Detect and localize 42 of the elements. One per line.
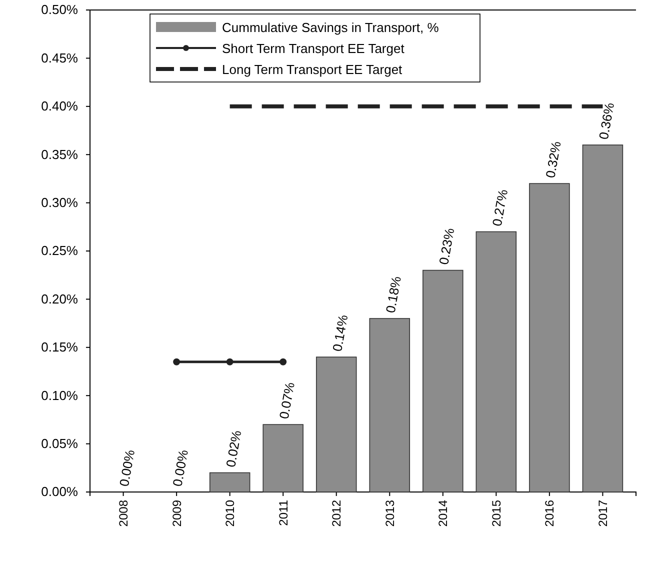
data-label: 0.32% [542,140,564,180]
x-tick-label: 2014 [436,500,450,527]
legend-label: Short Term Transport EE Target [222,41,405,56]
bar [422,270,464,492]
x-tick-label: 2016 [542,500,557,527]
x-tick-label: 2012 [330,500,344,527]
data-label: 0.00% [116,448,138,488]
y-tick-label: 0.40% [41,98,78,114]
y-tick-label: 0.00% [41,484,78,500]
legend-label: Long Term Transport EE Target [222,62,403,77]
x-tick-label: 2013 [382,500,397,527]
x-tick-label: 2008 [116,500,130,527]
y-tick-label: 0.50% [41,2,78,18]
data-label: 0.23% [436,226,458,266]
y-tick-label: 0.30% [41,194,78,210]
data-label: 0.14% [330,313,351,353]
x-tick-label: 2015 [489,500,504,527]
data-label: 0.00% [170,448,191,488]
x-tick-label: 2017 [596,500,610,527]
bar [209,472,250,492]
y-tick-label: 0.05% [41,436,78,451]
data-label: 0.02% [223,428,244,468]
data-label: 0.27% [489,188,511,228]
bar [316,356,357,492]
data-label: 0.07% [276,380,298,420]
bar [369,318,410,492]
bar [262,424,304,492]
y-tick-label: 0.15% [41,340,78,355]
x-tick-label: 2011 [276,500,290,526]
data-label: 0.36% [596,101,618,140]
bar [476,231,517,492]
legend-label: Cummulative Savings in Transport, % [222,20,440,35]
bar [582,144,624,492]
y-tick-label: 0.35% [41,146,78,162]
y-tick-label: 0.20% [41,291,78,306]
data-label: 0.18% [382,274,404,314]
x-tick-label: 2009 [170,500,184,527]
y-tick-label: 0.10% [41,388,78,403]
y-tick-label: 0.25% [41,243,78,258]
x-tick-label: 2010 [223,500,238,527]
bar [529,183,570,492]
y-tick-label: 0.45% [41,50,78,66]
